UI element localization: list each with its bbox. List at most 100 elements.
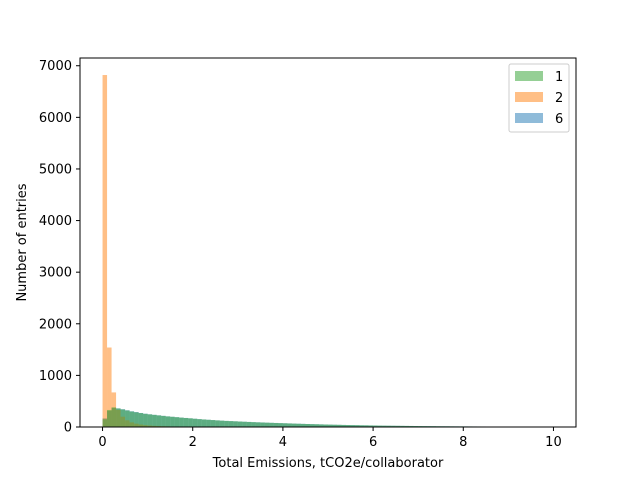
bar <box>314 424 319 427</box>
y-tick-label: 6000 <box>39 111 72 126</box>
bar <box>332 424 338 427</box>
bar <box>102 419 108 427</box>
bar <box>242 421 247 427</box>
bar <box>201 419 207 427</box>
bar <box>305 424 310 427</box>
y-tick-label: 5000 <box>39 162 72 177</box>
legend-label: 2 <box>555 91 563 106</box>
bar <box>210 420 216 427</box>
bar <box>179 417 184 427</box>
bar <box>111 407 117 427</box>
bar <box>386 425 392 427</box>
bar <box>364 425 369 427</box>
bar <box>296 423 301 427</box>
bar <box>138 413 144 427</box>
bar <box>107 409 112 427</box>
bar <box>287 423 292 427</box>
bar <box>134 412 139 427</box>
bar <box>260 422 265 427</box>
legend-label: 1 <box>555 70 563 85</box>
bar <box>282 423 288 427</box>
bar <box>323 424 328 427</box>
y-tick-label: 7000 <box>39 59 72 74</box>
bar <box>328 424 333 427</box>
x-tick-label: 0 <box>98 435 106 450</box>
bar <box>251 422 256 427</box>
bar <box>192 418 198 427</box>
bar <box>237 421 243 427</box>
y-tick-label: 1000 <box>39 369 72 384</box>
bar <box>273 422 279 427</box>
bar <box>368 425 374 427</box>
bar <box>143 413 148 427</box>
bar <box>278 423 283 427</box>
bar <box>215 420 220 427</box>
x-tick-label: 8 <box>459 435 467 450</box>
x-tick-label: 6 <box>369 435 377 450</box>
bar <box>152 414 157 427</box>
bar <box>161 415 166 427</box>
bar <box>291 423 297 427</box>
bar <box>188 418 193 427</box>
bar <box>246 421 252 427</box>
bar <box>228 421 234 427</box>
bar <box>341 424 347 427</box>
bar <box>300 423 306 427</box>
bar <box>373 425 378 427</box>
x-tick-label: 10 <box>545 435 562 450</box>
bar <box>400 425 405 427</box>
bar <box>359 425 365 427</box>
y-axis-title: Number of entries <box>15 183 30 301</box>
series-1-bars <box>102 407 554 427</box>
bar <box>219 420 225 427</box>
bar <box>116 408 121 427</box>
bar <box>147 414 153 427</box>
bar <box>107 347 112 427</box>
axes-frame <box>79 57 577 428</box>
bar <box>197 419 202 427</box>
bar <box>102 75 108 427</box>
bar <box>355 425 360 427</box>
bar <box>174 417 180 427</box>
bar <box>391 425 396 427</box>
legend-swatch <box>515 113 543 123</box>
bar <box>395 425 401 427</box>
bar <box>346 425 351 427</box>
bar <box>156 415 162 427</box>
bar <box>120 409 126 427</box>
bar <box>233 421 238 427</box>
bar <box>318 424 324 427</box>
x-tick-label: 2 <box>189 435 197 450</box>
y-tick-label: 2000 <box>39 317 72 332</box>
bar <box>350 425 356 427</box>
bar <box>382 425 387 427</box>
bar <box>404 425 410 427</box>
bar <box>377 425 383 427</box>
y-tick-label: 3000 <box>39 266 72 281</box>
bar <box>255 422 261 427</box>
bar <box>125 410 130 427</box>
y-tick-label: 4000 <box>39 214 72 229</box>
bar <box>409 425 414 427</box>
legend-label: 6 <box>555 112 563 127</box>
legend-swatch <box>515 92 543 102</box>
bar <box>170 416 175 427</box>
bar <box>183 417 189 427</box>
x-axis-title: Total Emissions, tCO2e/collaborator <box>212 456 444 471</box>
x-tick-label: 4 <box>279 435 287 450</box>
bar <box>309 424 315 427</box>
y-tick-label: 0 <box>64 421 72 436</box>
bar <box>224 420 229 427</box>
legend: 1 2 6 <box>508 63 570 133</box>
bar <box>129 411 135 427</box>
series-2-bars <box>102 75 306 427</box>
bar <box>337 424 342 427</box>
legend-swatch <box>515 71 543 81</box>
bar <box>269 422 274 427</box>
y-axis: 0 1000 2000 3000 4000 5000 6000 7000 <box>39 59 80 436</box>
bar <box>206 419 211 427</box>
x-axis: 0 2 4 6 8 10 <box>98 427 562 450</box>
bar <box>264 422 270 427</box>
bars-layer <box>102 75 554 427</box>
